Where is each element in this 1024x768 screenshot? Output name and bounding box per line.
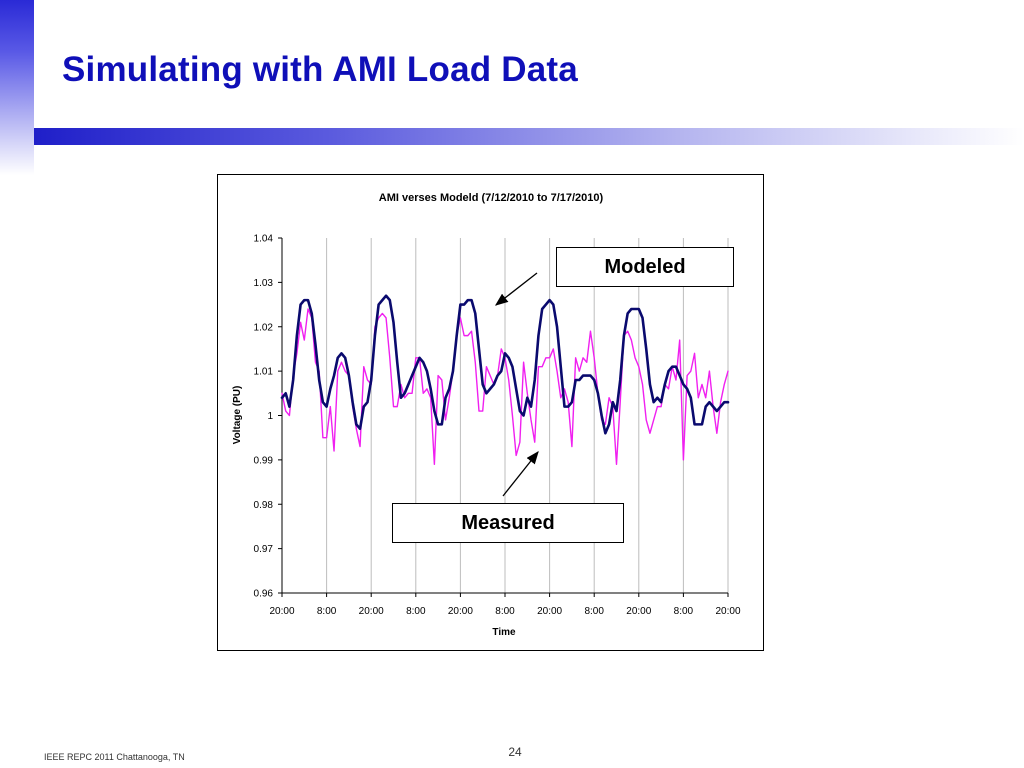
y-tick-label: 1.01 bbox=[254, 367, 274, 378]
x-tick-label: 8:00 bbox=[317, 606, 337, 617]
x-tick-label: 8:00 bbox=[406, 606, 426, 617]
x-tick-label: 20:00 bbox=[448, 606, 473, 617]
y-tick-label: 0.97 bbox=[254, 544, 274, 555]
x-tick-label: 20:00 bbox=[269, 606, 294, 617]
x-axis-label: Time bbox=[492, 627, 516, 638]
voltage-chart: AMI verses Modeld (7/12/2010 to 7/17/201… bbox=[232, 192, 741, 638]
modeled-callout-label: Modeled bbox=[604, 255, 686, 278]
x-tick-label: 8:00 bbox=[584, 606, 604, 617]
x-tick-label: 8:00 bbox=[495, 606, 515, 617]
slide-title: Simulating with AMI Load Data bbox=[62, 50, 578, 89]
x-tick-label: 8:00 bbox=[674, 606, 694, 617]
y-tick-label: 1 bbox=[267, 411, 273, 422]
chart-title: AMI verses Modeld (7/12/2010 to 7/17/201… bbox=[379, 192, 604, 204]
modeled-series-line bbox=[280, 294, 730, 435]
x-tick-label: 20:00 bbox=[359, 606, 384, 617]
x-tick-label: 20:00 bbox=[715, 606, 740, 617]
footer-text: IEEE REPC 2011 Chattanooga, TN bbox=[44, 752, 185, 762]
y-tick-label: 1.02 bbox=[254, 322, 274, 333]
modeled-callout: Modeled bbox=[556, 247, 734, 287]
y-axis-label: Voltage (PU) bbox=[232, 386, 243, 445]
y-tick-label: 0.96 bbox=[254, 589, 274, 600]
y-tick-label: 1.03 bbox=[254, 278, 274, 289]
side-accent-bar bbox=[0, 0, 34, 175]
page-number: 24 bbox=[508, 745, 522, 759]
x-tick-label: 20:00 bbox=[537, 606, 562, 617]
chart-axes: 20:00 8:00 20:00 8:00 20:00 8:00 20:00 8:00 20:0… bbox=[254, 234, 741, 618]
x-tick-label: 20:00 bbox=[626, 606, 651, 617]
chart-frame: AMI verses Modeld (7/12/2010 to 7/17/201… bbox=[217, 174, 764, 651]
chart-series bbox=[280, 294, 730, 466]
y-tick-label: 0.99 bbox=[254, 455, 274, 466]
title-underline-bar bbox=[34, 128, 1024, 145]
measured-callout: Measured bbox=[392, 503, 624, 543]
y-tick-label: 0.98 bbox=[254, 500, 274, 511]
y-tick-label: 1.04 bbox=[254, 234, 274, 245]
measured-callout-label: Measured bbox=[461, 511, 555, 534]
